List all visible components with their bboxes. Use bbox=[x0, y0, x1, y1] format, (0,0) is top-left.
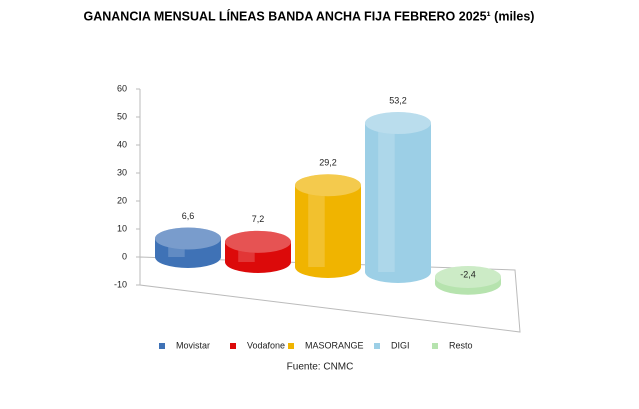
chart-title: GANANCIA MENSUAL LÍNEAS BANDA ANCHA FIJA… bbox=[84, 8, 535, 23]
legend-marker bbox=[374, 343, 380, 349]
legend-label: Movistar bbox=[176, 340, 210, 350]
cylinder bbox=[225, 230, 291, 273]
legend-marker bbox=[159, 343, 165, 349]
legend-label: Vodafone bbox=[247, 340, 285, 350]
value-label: 6,6 bbox=[182, 211, 195, 221]
cylinder bbox=[295, 174, 361, 278]
legend-marker bbox=[288, 343, 294, 349]
value-label: 29,2 bbox=[319, 158, 337, 168]
cylinder-shade bbox=[308, 185, 325, 267]
cylinder bbox=[155, 227, 221, 268]
cylinder-top bbox=[295, 174, 361, 197]
cylinder bbox=[365, 112, 431, 283]
cylinder-top bbox=[155, 227, 221, 250]
cylinder-top bbox=[365, 112, 431, 135]
cylinder-top-shine bbox=[225, 230, 291, 253]
cylinder-top-shine bbox=[295, 174, 361, 197]
value-label: 53,2 bbox=[389, 95, 407, 105]
legend-marker bbox=[230, 343, 236, 349]
cylinder-body bbox=[365, 123, 431, 272]
y-tick-label: 30 bbox=[117, 167, 127, 177]
legend-label: Resto bbox=[449, 340, 473, 350]
source: Fuente: CNMC bbox=[287, 362, 354, 373]
y-tick-label: 50 bbox=[117, 111, 127, 121]
legend-label: MASORANGE bbox=[305, 340, 364, 350]
cylinder bbox=[435, 266, 501, 295]
cylinder-top-shine bbox=[155, 227, 221, 250]
y-tick-label: 40 bbox=[117, 139, 127, 149]
legend-marker bbox=[432, 343, 438, 349]
cylinder-body bbox=[295, 185, 361, 267]
y-tick-label: 0 bbox=[122, 251, 127, 261]
cylinder-top bbox=[225, 230, 291, 253]
y-tick-label: 20 bbox=[117, 195, 127, 205]
y-tick-label: 60 bbox=[117, 83, 127, 93]
cylinder-shade bbox=[378, 123, 395, 272]
legend-label: DIGI bbox=[391, 340, 410, 350]
cylinder-top-shine bbox=[435, 266, 501, 288]
y-tick-label: 10 bbox=[117, 223, 127, 233]
cylinder-top bbox=[435, 266, 501, 288]
value-label: -2,4 bbox=[460, 269, 476, 279]
y-tick-label: -10 bbox=[114, 279, 127, 289]
cylinder-top-shine bbox=[365, 112, 431, 135]
value-label: 7,2 bbox=[252, 214, 265, 224]
